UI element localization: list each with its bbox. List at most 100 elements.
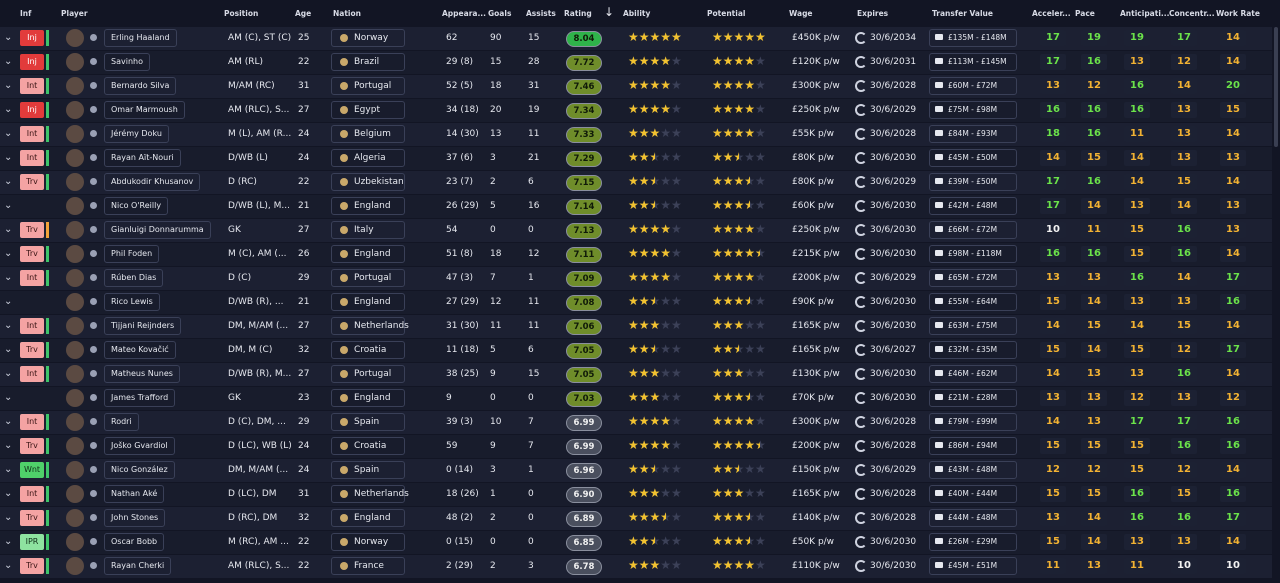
transfer-value[interactable]: £44M - £48M — [929, 509, 1017, 527]
player-row[interactable]: ⌄ Wnt Nico González DM, M/AM (... 24 Spain 0 (… — [0, 459, 1272, 482]
player-row[interactable]: ⌄ Trv Mateo Kovačić DM, M (C) 32 Croatia 11 (1… — [0, 339, 1272, 362]
expand-toggle[interactable]: ⌄ — [4, 512, 13, 523]
transfer-value[interactable]: £45M - £50M — [929, 149, 1017, 167]
nation[interactable]: Croatia — [331, 341, 405, 359]
column-header[interactable]: Potential — [707, 9, 746, 18]
expand-toggle[interactable]: ⌄ — [4, 344, 13, 355]
status-badge[interactable]: Int — [20, 270, 44, 286]
nation[interactable]: Algeria — [331, 149, 405, 167]
expand-toggle[interactable]: ⌄ — [4, 320, 13, 331]
player-row[interactable]: ⌄ Trv Phil Foden M (C), AM (... 26 England 51 … — [0, 243, 1272, 266]
status-badge[interactable]: IPR — [20, 534, 44, 550]
column-header[interactable]: Inf — [20, 9, 32, 18]
nation[interactable]: Netherlands — [331, 317, 409, 335]
status-badge[interactable]: Inj — [20, 30, 44, 46]
player-row[interactable]: ⌄ Int Bernardo Silva M/AM (RC) 31 Portugal 52 … — [0, 75, 1272, 98]
column-header[interactable]: Ability — [623, 9, 651, 18]
player-row[interactable]: ⌄ Trv Joško Gvardiol D (LC), WB (L) 24 Croati… — [0, 435, 1272, 458]
column-header[interactable]: Appeara... — [442, 9, 486, 18]
status-badge[interactable]: Int — [20, 414, 44, 430]
status-badge[interactable]: Inj — [20, 102, 44, 118]
player-name[interactable]: Joško Gvardiol — [104, 437, 175, 455]
transfer-value[interactable]: £84M - £93M — [929, 125, 1017, 143]
nation[interactable]: England — [331, 389, 405, 407]
expand-toggle[interactable]: ⌄ — [4, 392, 13, 403]
nation[interactable]: England — [331, 197, 405, 215]
transfer-value[interactable]: £26M - £29M — [929, 533, 1017, 551]
status-badge[interactable]: Trv — [20, 222, 44, 238]
player-name[interactable]: Erling Haaland — [104, 29, 177, 47]
player-row[interactable]: ⌄ Trv Abdukodir Khusanov D (RC) 22 Uzbekistan… — [0, 171, 1272, 194]
column-header[interactable]: Age — [295, 9, 312, 18]
player-row[interactable]: ⌄ Int Jérémy Doku M (L), AM (R... 24 Belgium 1… — [0, 123, 1272, 146]
transfer-value[interactable]: £46M - £62M — [929, 365, 1017, 383]
transfer-value[interactable]: £43M - £48M — [929, 461, 1017, 479]
nation[interactable]: Brazil — [331, 53, 405, 71]
expand-toggle[interactable]: ⌄ — [4, 80, 13, 91]
transfer-value[interactable]: £63M - £75M — [929, 317, 1017, 335]
nation[interactable]: Croatia — [331, 437, 405, 455]
nation[interactable]: Netherlands — [331, 485, 409, 503]
player-name[interactable]: Nico González — [104, 461, 175, 479]
expand-toggle[interactable]: ⌄ — [4, 464, 13, 475]
column-header[interactable]: Expires — [857, 9, 889, 18]
player-name[interactable]: James Trafford — [104, 389, 176, 407]
transfer-value[interactable]: £65M - £72M — [929, 269, 1017, 287]
column-header[interactable]: Assists — [526, 9, 556, 18]
player-row[interactable]: ⌄ Trv John Stones D (RC), DM 32 England 48 (2)… — [0, 507, 1272, 530]
nation[interactable]: Norway — [331, 29, 405, 47]
player-row[interactable]: ⌄ James Trafford GK 23 England 9 0 0 7.03 ★★★★★ ★★… — [0, 387, 1272, 410]
status-badge[interactable]: Trv — [20, 438, 44, 454]
expand-toggle[interactable]: ⌄ — [4, 368, 13, 379]
sort-arrow[interactable]: ↓ — [604, 5, 615, 19]
nation[interactable]: Uzbekistan — [331, 173, 405, 191]
expand-toggle[interactable]: ⌄ — [4, 104, 13, 115]
expand-toggle[interactable]: ⌄ — [4, 176, 13, 187]
column-header[interactable]: Concentr... — [1169, 9, 1215, 18]
player-name[interactable]: Phil Foden — [104, 245, 160, 263]
player-row[interactable]: ⌄ Int Rayan Aït-Nouri D/WB (L) 24 Algeria 37 (… — [0, 147, 1272, 170]
player-row[interactable]: ⌄ Int Tijjani Reijnders DM, M/AM (... 27 Neth… — [0, 315, 1272, 338]
status-badge[interactable]: Trv — [20, 246, 44, 262]
nation[interactable]: England — [331, 509, 405, 527]
column-header[interactable]: Work Rate — [1216, 9, 1260, 18]
player-name[interactable]: Gianluigi Donnarumma — [104, 221, 211, 239]
player-row[interactable]: ⌄ Nico O'Reilly D/WB (L), M... 21 England 26 … — [0, 195, 1272, 218]
nation[interactable]: Italy — [331, 221, 405, 239]
expand-toggle[interactable]: ⌄ — [4, 248, 13, 259]
column-header[interactable]: Wage — [789, 9, 813, 18]
transfer-value[interactable]: £60M - £72M — [929, 77, 1017, 95]
nation[interactable]: Spain — [331, 461, 405, 479]
status-badge[interactable]: Int — [20, 126, 44, 142]
player-name[interactable]: Rayan Cherki — [104, 557, 172, 575]
expand-toggle[interactable]: ⌄ — [4, 56, 13, 67]
transfer-value[interactable]: £79M - £99M — [929, 413, 1017, 431]
transfer-value[interactable]: £98M - £118M — [929, 245, 1017, 263]
expand-toggle[interactable]: ⌄ — [4, 200, 13, 211]
column-header[interactable]: Nation — [333, 9, 361, 18]
nation[interactable]: England — [331, 245, 405, 263]
player-name[interactable]: Tijjani Reijnders — [104, 317, 182, 335]
player-name[interactable]: Oscar Bobb — [104, 533, 165, 551]
transfer-value[interactable]: £55M - £64M — [929, 293, 1017, 311]
player-name[interactable]: Jérémy Doku — [104, 125, 169, 143]
player-row[interactable]: ⌄ Int Matheus Nunes D/WB (R), M... 27 Portuga… — [0, 363, 1272, 386]
column-header[interactable]: Goals — [488, 9, 512, 18]
status-badge[interactable]: Int — [20, 78, 44, 94]
transfer-value[interactable]: £21M - £28M — [929, 389, 1017, 407]
player-row[interactable]: ⌄ Trv Rayan Cherki AM (RLC), S... 22 France 2 … — [0, 555, 1272, 578]
player-name[interactable]: Rúben Dias — [104, 269, 164, 287]
nation[interactable]: Belgium — [331, 125, 405, 143]
player-name[interactable]: Omar Marmoush — [104, 101, 185, 119]
player-row[interactable]: ⌄ IPR Oscar Bobb M (RC), AM ... 22 Norway 0 (1… — [0, 531, 1272, 554]
expand-toggle[interactable]: ⌄ — [4, 536, 13, 547]
expand-toggle[interactable]: ⌄ — [4, 152, 13, 163]
expand-toggle[interactable]: ⌄ — [4, 296, 13, 307]
player-name[interactable]: Rayan Aït-Nouri — [104, 149, 181, 167]
player-row[interactable]: ⌄ Inj Omar Marmoush AM (RLC), S... 27 Egypt 34… — [0, 99, 1272, 122]
transfer-value[interactable]: £45M - £51M — [929, 557, 1017, 575]
transfer-value[interactable]: £86M - £94M — [929, 437, 1017, 455]
column-header[interactable]: Acceler... — [1032, 9, 1071, 18]
expand-toggle[interactable]: ⌄ — [4, 272, 13, 283]
column-header[interactable]: Position — [224, 9, 259, 18]
